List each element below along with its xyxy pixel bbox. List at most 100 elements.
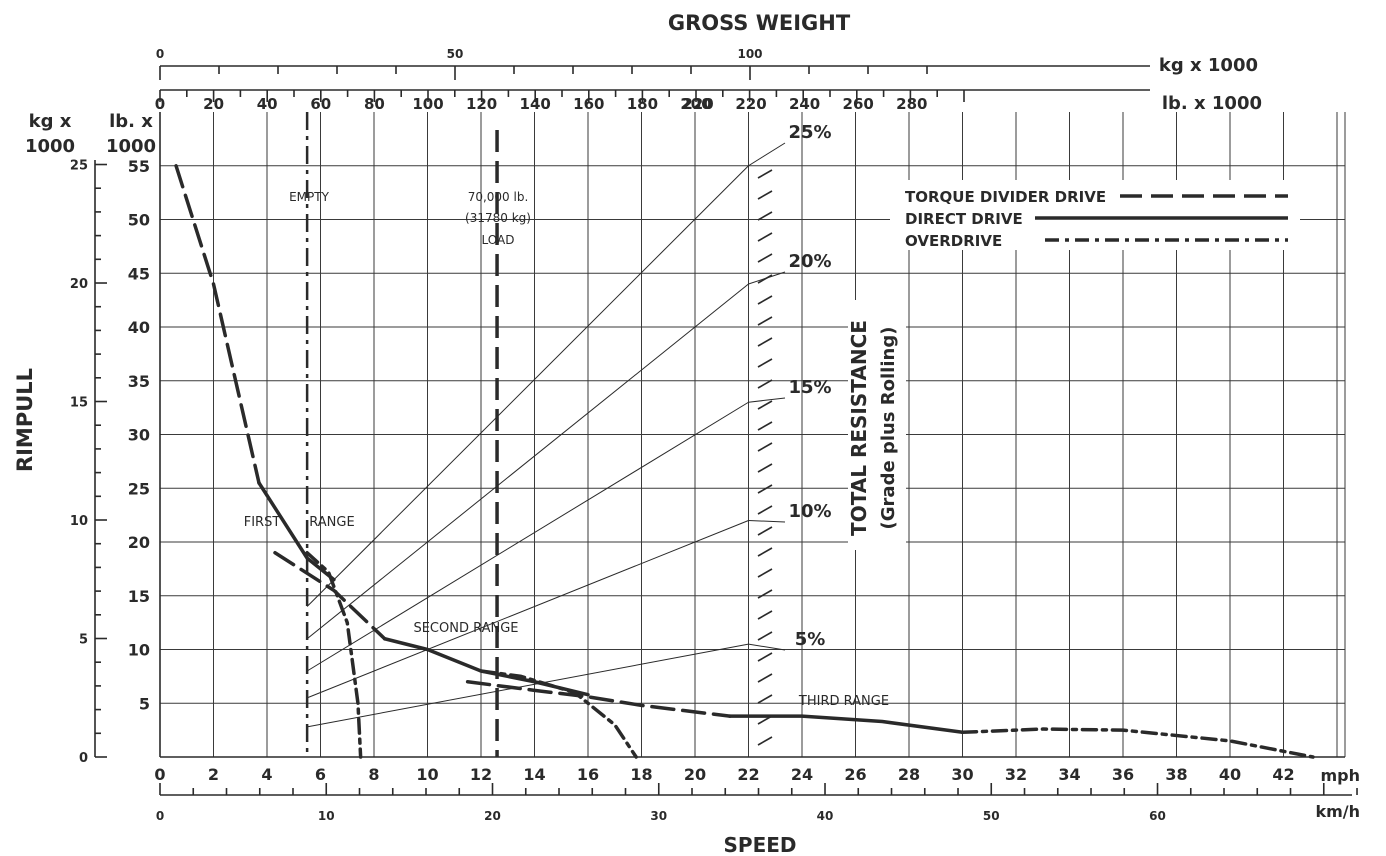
resistance-hatch	[757, 652, 773, 662]
y-tick-lb: 25	[128, 479, 150, 498]
weight-markers	[305, 112, 499, 757]
resistance-label: 20%	[788, 251, 831, 272]
top-tick-lb: 100	[412, 95, 443, 113]
y-tick-lb: 30	[128, 426, 150, 445]
x-tick-mph: 12	[470, 765, 492, 784]
load-label-line1: 70,000 lb.	[468, 190, 529, 204]
resistance-hatch	[757, 253, 773, 263]
x-tick-mph: 26	[844, 765, 866, 784]
y-tick-kg: 25	[70, 159, 88, 174]
resistance-leader	[748, 142, 786, 167]
total-resistance-text: TOTAL RESISTANCE	[847, 320, 871, 536]
top-tick-lb: 160	[573, 95, 604, 113]
x-tick-mph: 22	[737, 765, 759, 784]
top-tick-lb: 180	[627, 95, 658, 113]
resistance-hatch	[757, 295, 773, 305]
top-tick-lb: 40	[257, 95, 278, 113]
axes: 0 2 4 6 8 10 12 14 16 18 20 22 24 26 28 30 32 34 36 38 40 420…	[70, 47, 1358, 823]
y-tick-kg: 15	[70, 396, 88, 411]
resistance-hatch	[757, 337, 773, 347]
resistance-leader	[748, 520, 786, 523]
curve-second-range-direct	[382, 637, 590, 697]
y-tick-kg: 20	[70, 277, 88, 292]
x-tick-kmh: 60	[1149, 809, 1166, 823]
legend: TORQUE DIVIDER DRIVE DIRECT DRIVE OVERDRIV…	[890, 180, 1300, 250]
x-tick-mph: 36	[1112, 765, 1134, 784]
resistance-hatch	[757, 736, 773, 746]
curve-first-range-torque-divider	[174, 164, 261, 485]
y-tick-lb: 5	[139, 694, 150, 713]
resistance-leader	[748, 397, 786, 403]
top-tick-lb: 220	[682, 95, 713, 113]
resistance-hatch	[757, 400, 773, 410]
x-tick-mph: 8	[368, 765, 379, 784]
second-range-label: SECOND RANGE	[413, 621, 518, 636]
y-tick-lb: 50	[128, 211, 150, 230]
resistance-hatch	[757, 631, 773, 641]
x-tick-mph: 32	[1005, 765, 1027, 784]
y-tick-lb: 15	[128, 587, 150, 606]
resistance-label: 5%	[795, 629, 826, 650]
resistance-hatch	[757, 442, 773, 452]
x-tick-mph: 42	[1272, 765, 1294, 784]
x-tick-mph: 20	[684, 765, 706, 784]
x-tick-mph: 16	[577, 765, 599, 784]
y-tick-kg: 10	[70, 514, 88, 529]
grade-rolling-text: (Grade plus Rolling)	[878, 327, 899, 530]
curve-third-range-direct	[728, 714, 965, 735]
resistance-hatch	[757, 421, 773, 431]
top-tick-lb: 20	[203, 95, 224, 113]
third-range-label: THIRD RANGE	[798, 694, 889, 709]
resistance-line-15pct	[306, 401, 749, 672]
top-tick-lb: 260	[843, 95, 874, 113]
y-tick-lb: 35	[128, 372, 150, 391]
top-tick-lb: 60	[310, 95, 331, 113]
curve-second-range-overdrive	[479, 669, 638, 759]
resistance-hatch	[757, 673, 773, 683]
x-tick-mph: 2	[208, 765, 219, 784]
y-tick-lb: 10	[128, 641, 150, 660]
y-lb-unit-line2: 1000	[106, 136, 156, 157]
y-lb-unit-line1: lb. x	[109, 111, 153, 132]
resistance-hatch	[757, 547, 773, 557]
x-tick-mph: 4	[261, 765, 272, 784]
top-tick-lb: 0	[155, 95, 165, 113]
resistance-hatch	[757, 169, 773, 179]
curve-second-range-torque-divider	[273, 551, 387, 641]
x-axis-title: SPEED	[724, 833, 797, 856]
legend-label: TORQUE DIVIDER DRIVE	[905, 188, 1106, 206]
x-tick-kmh: 10	[318, 809, 335, 823]
total-resistance-label: TOTAL RESISTANCE (Grade plus Rolling)	[847, 300, 906, 550]
curve-first-range-direct	[257, 481, 336, 582]
y-tick-lb: 40	[128, 318, 150, 337]
y-axis-title: RIMPULL	[13, 368, 37, 472]
resistance-hatch	[757, 274, 773, 284]
top-tick-lb: 200	[680, 95, 711, 113]
resistance-hatch	[757, 694, 773, 704]
resistance-label: 15%	[788, 377, 831, 398]
resistance-hatch	[757, 190, 773, 200]
rimpull-curves	[174, 164, 1315, 759]
kmh-unit: km/h	[1315, 802, 1360, 821]
x-tick-mph: 28	[898, 765, 920, 784]
curve-first-range-overdrive	[305, 551, 363, 759]
load-label-line2: (31780 kg)	[465, 211, 531, 225]
y-kg-unit-line2: 1000	[25, 136, 75, 157]
legend-label: OVERDRIVE	[905, 232, 1002, 250]
resistance-hatch	[757, 526, 773, 536]
x-tick-mph: 10	[416, 765, 438, 784]
top-tick-kg: 0	[156, 47, 164, 61]
x-tick-mph: 34	[1058, 765, 1080, 784]
resistance-hatch	[757, 211, 773, 221]
top-tick-kg: 50	[447, 47, 464, 61]
top-lb-unit: lb. x 1000	[1162, 93, 1262, 114]
resistance-leader	[748, 643, 786, 651]
resistance-label: 25%	[788, 122, 831, 143]
x-tick-mph: 24	[791, 765, 813, 784]
y-tick-kg: 5	[79, 633, 88, 648]
x-tick-mph: 30	[951, 765, 973, 784]
resistance-hatch	[757, 589, 773, 599]
resistance-hatch	[757, 505, 773, 515]
top-tick-kg: 100	[737, 47, 762, 61]
